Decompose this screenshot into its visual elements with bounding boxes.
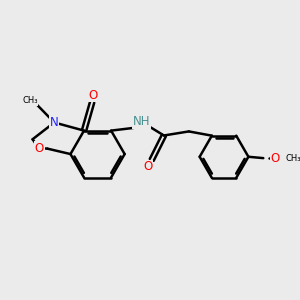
Text: N: N — [50, 116, 58, 129]
Text: O: O — [143, 160, 152, 173]
Text: O: O — [271, 152, 280, 165]
Text: CH₃: CH₃ — [22, 96, 38, 105]
Text: O: O — [35, 142, 44, 154]
Text: O: O — [88, 89, 97, 102]
Text: CH₃: CH₃ — [285, 154, 300, 163]
Text: NH: NH — [133, 116, 151, 128]
